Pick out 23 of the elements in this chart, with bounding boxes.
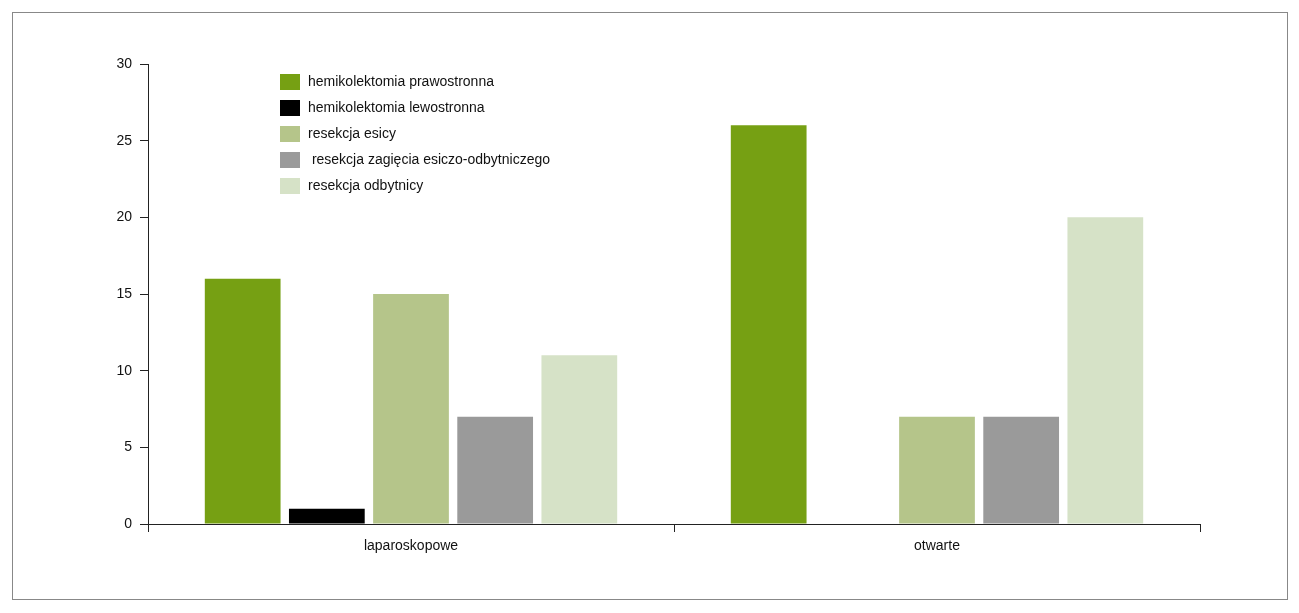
- bar: [457, 416, 534, 524]
- x-tick-label: otwarte: [914, 537, 961, 554]
- legend-label: resekcja odbytnicy: [308, 176, 424, 193]
- bar: [541, 355, 618, 524]
- legend-label: hemikolektomia prawostronna: [308, 72, 495, 89]
- y-tick-label: 0: [124, 514, 133, 531]
- y-tick-label: 10: [116, 361, 133, 378]
- y-tick-label: 20: [116, 208, 133, 225]
- legend-label: hemikolektomia lewostronna: [308, 98, 485, 115]
- y-tick-label: 15: [116, 284, 133, 301]
- legend-label: resekcja zagięcia esiczo-odbytniczego: [308, 150, 551, 167]
- y-tick-label: 25: [116, 131, 133, 148]
- x-tick-label: laparoskopowe: [363, 537, 459, 554]
- bar: [288, 508, 365, 524]
- bar: [1067, 217, 1144, 524]
- bar: [373, 294, 449, 524]
- y-tick-label: 5: [124, 438, 133, 455]
- bar: [730, 125, 807, 524]
- y-tick-label: 30: [116, 54, 133, 71]
- legend-label: resekcja esicy: [308, 124, 396, 141]
- bar: [899, 416, 975, 524]
- bar: [204, 278, 281, 524]
- bar: [983, 416, 1060, 524]
